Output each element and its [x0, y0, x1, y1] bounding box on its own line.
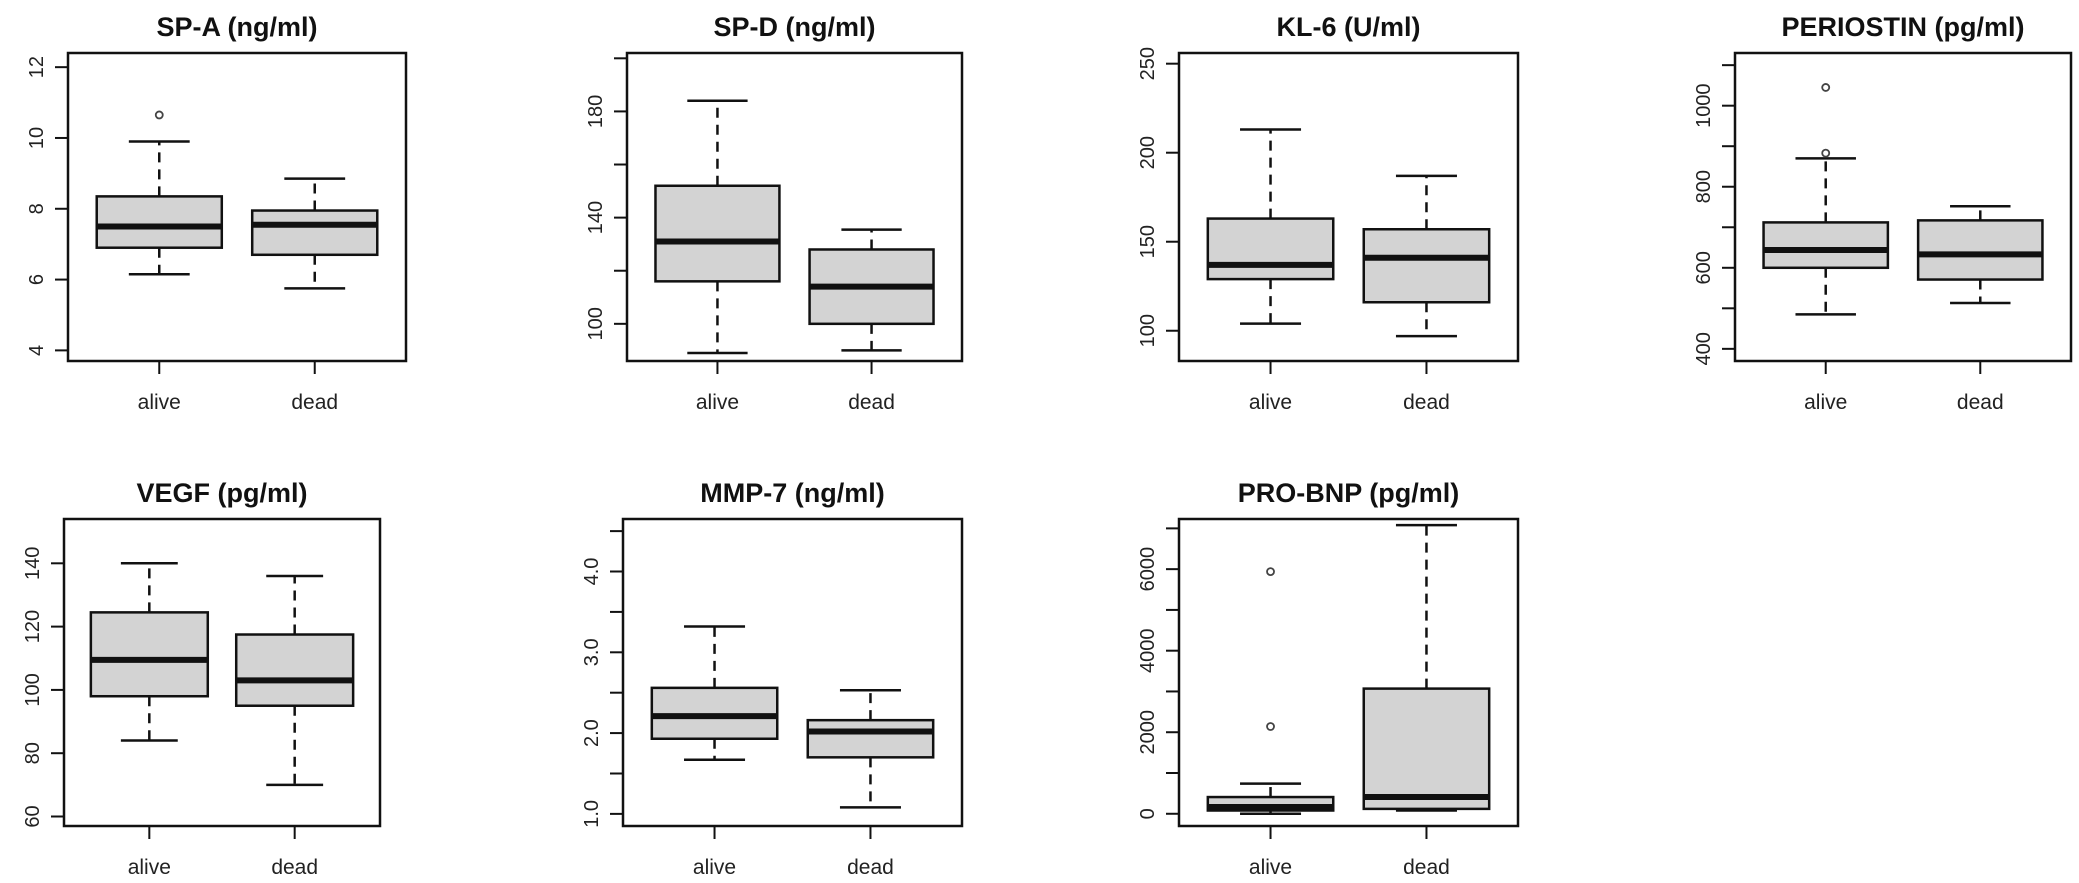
panel-6: PRO-BNP (pg/ml) 0 2000 4000 6000 alive dead — [1137, 478, 1520, 879]
x-category-label: dead — [1403, 856, 1450, 879]
iqr-box — [1362, 687, 1491, 811]
plot-frame — [1733, 51, 2073, 363]
y-tick-label: 140 — [22, 547, 44, 580]
box-alive — [89, 562, 210, 742]
plot-frame — [66, 51, 408, 363]
y-tick-label: 250 — [1137, 47, 1159, 80]
panel-title: VEGF (pg/ml) — [137, 478, 308, 508]
box-dead — [250, 177, 379, 290]
box-dead — [234, 574, 355, 787]
outlier-point — [154, 110, 164, 120]
y-tick-label: 800 — [1693, 170, 1715, 203]
outlier-point — [1821, 83, 1831, 92]
x-category-label: dead — [847, 856, 894, 879]
iqr-box — [250, 209, 379, 257]
x-category-label: alive — [138, 391, 181, 414]
outlier-point — [1266, 567, 1275, 576]
iqr-box — [234, 633, 355, 707]
box-alive — [1206, 128, 1335, 325]
iqr-box — [95, 195, 224, 249]
iqr-box — [1916, 219, 2044, 281]
panel-title: KL-6 (U/ml) — [1277, 12, 1421, 42]
panel-2: KL-6 (U/ml) 100 150 200 250 alive dead — [1137, 12, 1520, 414]
panel-title: SP-D (ng/ml) — [714, 12, 876, 42]
panel-4: VEGF (pg/ml) 60 80 100 120 140 alive dead — [22, 478, 382, 879]
panel-3: PERIOSTIN (pg/ml) 400 600 800 1000 alive dead — [1693, 12, 2073, 414]
y-tick-label: 6 — [26, 274, 48, 285]
y-tick-label: 100 — [1137, 314, 1159, 347]
box-dead — [1362, 174, 1491, 338]
y-tick-label: 600 — [1693, 251, 1715, 284]
plot-frame — [62, 517, 382, 828]
panel-1: SP-D (ng/ml) 100 140 180 alive dead — [585, 12, 964, 414]
iqr-box — [1362, 228, 1491, 304]
x-category-label: alive — [696, 391, 739, 414]
y-tick-label: 120 — [22, 610, 44, 643]
y-tick-label: 4000 — [1137, 628, 1159, 673]
y-tick-label: 2.0 — [581, 719, 603, 747]
y-tick-label: 2000 — [1137, 710, 1159, 755]
y-tick-label: 200 — [1137, 136, 1159, 169]
box-alive — [654, 99, 781, 355]
panel-title: MMP-7 (ng/ml) — [700, 478, 884, 508]
x-category-label: alive — [1804, 391, 1847, 414]
box-dead — [808, 228, 935, 352]
y-tick-label: 4 — [26, 345, 48, 356]
y-tick-label: 60 — [22, 805, 44, 827]
panel-title: PERIOSTIN (pg/ml) — [1782, 12, 2025, 42]
x-category-label: alive — [128, 856, 171, 879]
x-category-label: dead — [291, 391, 338, 414]
box-dead — [1916, 204, 2044, 305]
y-tick-label: 180 — [585, 95, 607, 128]
box-dead — [806, 689, 935, 809]
box-alive — [650, 625, 779, 762]
y-tick-label: 4.0 — [581, 558, 603, 586]
y-tick-label: 400 — [1693, 332, 1715, 365]
plot-frame — [625, 51, 964, 363]
y-tick-label: 150 — [1137, 225, 1159, 258]
y-tick-label: 8 — [26, 203, 48, 214]
x-category-label: dead — [1957, 391, 2004, 414]
panel-0: SP-A (ng/ml) 4 6 8 10 12 alive dead — [26, 12, 408, 414]
box-dead — [1362, 523, 1491, 812]
y-tick-label: 100 — [585, 307, 607, 340]
plot-frame — [1177, 517, 1520, 828]
y-tick-label: 10 — [26, 127, 48, 149]
y-tick-label: 6000 — [1137, 547, 1159, 592]
x-category-label: alive — [693, 856, 736, 879]
y-tick-label: 0 — [1137, 808, 1159, 819]
x-category-label: dead — [848, 391, 895, 414]
iqr-box — [1206, 217, 1335, 281]
x-category-label: alive — [1249, 856, 1292, 879]
box-alive — [95, 110, 224, 276]
box-alive — [1206, 567, 1335, 816]
outlier-point — [1821, 148, 1831, 158]
iqr-box — [654, 184, 781, 283]
x-category-label: dead — [271, 856, 318, 879]
y-tick-label: 12 — [26, 56, 48, 78]
plot-frame — [621, 517, 964, 828]
y-tick-label: 1000 — [1693, 83, 1715, 128]
y-tick-label: 1.0 — [581, 800, 603, 828]
panel-title: PRO-BNP (pg/ml) — [1238, 478, 1460, 508]
iqr-box — [1762, 221, 1890, 270]
y-tick-label: 3.0 — [581, 638, 603, 666]
y-tick-label: 80 — [22, 742, 44, 764]
x-category-label: dead — [1403, 391, 1450, 414]
x-category-label: alive — [1249, 391, 1292, 414]
box-alive — [1762, 83, 1890, 316]
iqr-box — [806, 718, 935, 759]
y-tick-label: 140 — [585, 201, 607, 234]
panel-title: SP-A (ng/ml) — [157, 12, 318, 42]
iqr-box — [89, 611, 210, 698]
panel-5: MMP-7 (ng/ml) 1.0 2.0 3.0 4.0 alive dead — [581, 478, 964, 879]
plot-frame — [1177, 51, 1520, 363]
outlier-point — [1266, 722, 1275, 731]
y-tick-label: 100 — [22, 673, 44, 706]
